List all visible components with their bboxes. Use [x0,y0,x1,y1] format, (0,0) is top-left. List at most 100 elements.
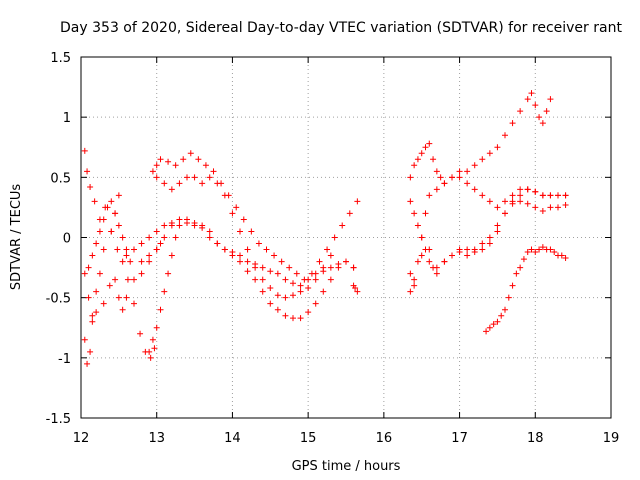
data-point [151,345,158,352]
data-point [237,258,243,265]
data-point [104,204,111,211]
x-tick-labels: 12 13 14 15 16 17 18 19 [73,431,620,446]
data-point [433,270,440,277]
data-point [252,276,259,283]
series-track-l [407,174,569,241]
data-point [486,198,493,205]
data-point [352,285,359,292]
data-point [267,268,274,275]
data-point [562,202,569,209]
x-axis-label: GPS time / hours [292,459,401,474]
series-track-n [407,186,569,295]
data-point [517,264,524,271]
data-point [517,108,524,115]
data-point [426,246,433,253]
data-point [191,220,198,227]
data-points [81,90,569,367]
data-point [407,174,414,181]
data-point [176,180,183,187]
series-track-f [153,174,334,301]
x-tick-label: 13 [148,431,165,446]
data-point [138,270,145,277]
data-point [85,264,92,271]
data-point [115,294,122,301]
data-point [108,198,115,205]
data-point [161,288,168,295]
data-point [494,144,501,151]
data-point [524,96,531,103]
data-point [517,186,524,193]
data-point [513,270,520,277]
series-track-j [350,282,361,295]
data-point [274,270,281,277]
data-point [418,252,425,259]
data-point [278,258,285,265]
series-track-o [483,244,569,335]
data-point [532,248,539,255]
data-point [539,192,546,199]
data-point [147,354,154,361]
y-tick-label: -1 [58,352,71,367]
data-point [312,270,319,277]
data-point [89,318,96,325]
data-point [81,336,88,343]
data-point [259,264,266,271]
data-point [327,252,334,259]
data-point [558,252,565,259]
data-point [528,90,535,97]
chart-title: Day 353 of 2020, Sidereal Day-to-day VTE… [60,20,622,36]
data-point [494,204,501,211]
series-track-b [81,240,164,319]
data-point [479,192,486,199]
data-point [153,228,160,235]
data-point [562,254,569,261]
data-point [524,200,531,207]
data-point [119,306,126,313]
data-point [93,288,100,295]
data-point [426,258,433,265]
data-point [274,306,281,313]
data-point [520,256,527,263]
y-tick-label: 1 [63,111,71,126]
data-point [486,324,493,331]
data-point [93,240,100,247]
data-point [119,234,126,241]
data-point [240,216,247,223]
data-point [407,270,414,277]
data-point [305,285,312,292]
data-point [168,252,175,259]
data-point [199,222,206,229]
data-point [486,240,493,247]
series-track-a [81,147,158,361]
data-point [119,258,126,265]
data-point [305,276,312,283]
data-point [81,270,88,277]
data-point [327,264,334,271]
data-point [244,258,251,265]
data-point [464,246,471,253]
data-point [316,258,323,265]
data-point [494,228,501,235]
data-point [414,222,421,229]
data-point [259,276,266,283]
data-point [305,309,312,316]
data-point [112,276,119,283]
data-point [199,180,206,187]
data-point [479,246,486,253]
data-point [411,282,418,289]
data-point [426,140,433,147]
data-point [547,204,554,211]
data-point [252,260,259,267]
data-point [168,186,175,193]
data-point [297,315,304,322]
data-point [490,321,497,328]
data-point [244,246,251,253]
data-point [331,234,338,241]
data-point [153,246,160,253]
data-point [479,156,486,163]
data-point [123,246,130,253]
data-point [96,270,103,277]
data-point [221,192,228,199]
data-point [161,222,168,229]
data-point [290,292,296,299]
